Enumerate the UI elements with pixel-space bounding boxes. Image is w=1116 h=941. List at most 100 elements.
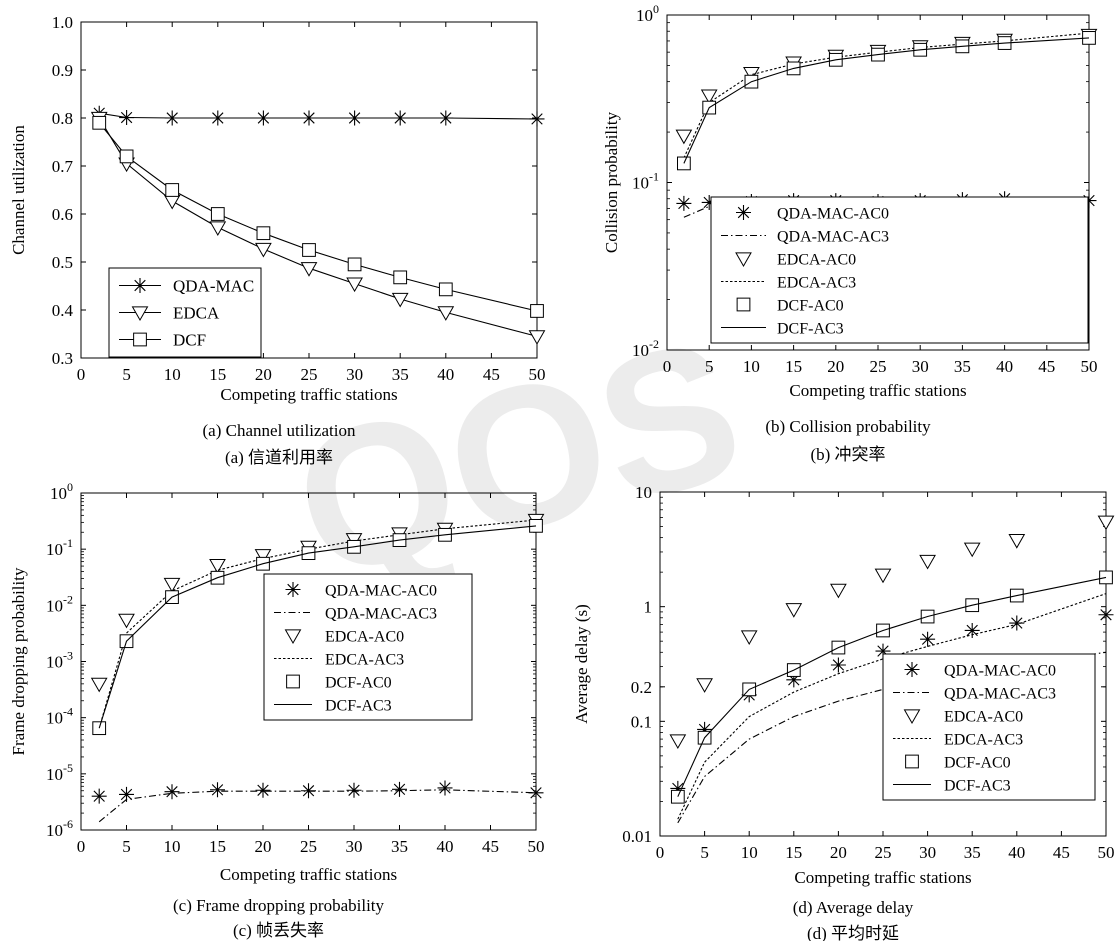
chart-a-series-edca-point: [437, 306, 455, 321]
chart-d-series-dcf-ac3: [677, 576, 1107, 797]
chart-d-x-tick-label: 5: [700, 843, 709, 862]
chart-b-x-tick-label: 35: [954, 357, 971, 376]
chart-a-series-edca-point: [255, 242, 272, 258]
chart-c-legend-entry: EDCA-AC3: [325, 652, 404, 669]
chart-a-series-dcf-point: [393, 270, 408, 285]
chart-a-x-tick-label: 0: [77, 365, 86, 384]
chart-d-series-edca-ac0-point: [1097, 515, 1115, 531]
chart-c-x-axis-label: Competing traffic stations: [220, 865, 397, 884]
chart-d-series-qda-mac-ac0-point: [964, 622, 980, 638]
chart-a-legend-swatch-marker: [131, 306, 149, 322]
chart-b-legend-entry: EDCA-AC3: [777, 275, 856, 292]
chart-d-legend-entry: DCF-AC0: [944, 755, 1011, 772]
chart-a-series-edca-point: [300, 262, 318, 277]
chart-a-x-tick-label: 40: [437, 365, 454, 384]
chart-b-legend-entry: DCF-AC3: [777, 321, 844, 338]
chart-a-series-edca-point: [346, 277, 363, 293]
chart-c-legend-entry: QDA-MAC-AC0: [325, 583, 437, 600]
chart-b-y-tick-label: 10-2: [632, 337, 659, 360]
chart-a-series-dcf-point: [347, 257, 362, 272]
chart-a-legend-entry: EDCA: [173, 304, 220, 323]
chart-a-series-dcf-point: [210, 207, 225, 221]
chart-d-x-tick-label: 15: [785, 843, 802, 862]
chart-d-legend-entry: EDCA-AC3: [944, 732, 1023, 749]
chart-c-legend-entry: DCF-AC0: [325, 675, 392, 692]
chart-b-caption-cn: (b) 冲突率: [810, 445, 885, 464]
chart-a-legend-entry: DCF: [173, 331, 206, 350]
chart-c-x-tick-label: 20: [255, 837, 272, 856]
chart-c-series-edca-ac0-point: [90, 677, 108, 693]
chart-a-series-qda-mac-point: [392, 110, 408, 126]
chart-d-y-tick-label: 0.01: [622, 827, 652, 846]
chart-c-x-tick-label: 10: [164, 837, 181, 856]
chart-b-x-tick-label: 0: [663, 357, 672, 376]
chart-a-x-tick-label: 15: [209, 365, 226, 384]
chart-d-series-qda-mac-ac0-point: [1098, 607, 1114, 623]
chart-d-series-edca-ac0: [669, 515, 1115, 750]
chart-b-legend-swatch-marker: [736, 205, 751, 220]
chart-c-series-qda-mac-ac0-point: [437, 780, 453, 796]
chart-d-y-axis-label: Average delay (s): [572, 604, 591, 724]
chart-a-x-tick-label: 25: [301, 365, 318, 384]
chart-b-x-tick-label: 15: [785, 357, 802, 376]
chart-c-series-qda-mac-ac0-point: [119, 786, 134, 802]
chart-c-series-dcf-ac0-point: [529, 518, 543, 533]
chart-c-series-qda-mac-ac3: [98, 789, 537, 823]
chart-a-caption: (a) Channel utilization: [203, 421, 356, 440]
chart-a-series-dcf-point: [165, 183, 180, 197]
chart-c-series-edca-ac0-point: [254, 549, 272, 564]
chart-d-series-dcf-ac0-point: [670, 789, 685, 804]
chart-b-legend-entry: QDA-MAC-AC0: [777, 206, 889, 223]
chart-d-series-edca-ac3: [677, 593, 1107, 820]
chart-a-series-edca-point: [163, 194, 181, 210]
chart-c-x-tick-label: 15: [209, 837, 226, 856]
chart-a-x-tick-label: 30: [346, 365, 363, 384]
chart-c-y-tick-label: 10-5: [46, 761, 73, 784]
chart-d-x-tick-label: 20: [830, 843, 847, 862]
chart-c-series-qda-mac-ac3-line: [98, 789, 537, 823]
chart-b-y-axis-label: Collision probability: [602, 111, 621, 253]
chart-d-series-edca-ac0-point: [785, 603, 803, 618]
chart-b-series-dcf-ac0-point: [677, 156, 691, 171]
chart-d-series-qda-mac-ac0-point: [670, 780, 686, 796]
chart-c-legend-swatch-marker: [285, 582, 301, 597]
chart-d-series-edca-ac0-point: [919, 554, 936, 570]
chart-a-caption-cn: (a) 信道利用率: [225, 448, 333, 467]
chart-c-series-qda-mac-ac0-point: [164, 784, 180, 800]
chart-a-x-tick-label: 10: [164, 365, 181, 384]
chart-c-series-dcf-ac3: [98, 525, 537, 729]
chart-b-series-edca-ac3: [683, 32, 1090, 159]
chart-d-series-edca-ac3-line: [677, 593, 1107, 820]
chart-a-x-tick-label: 35: [392, 365, 409, 384]
chart-a-series-qda-mac-line: [99, 112, 538, 120]
chart-d-series-edca-ac0-point: [669, 734, 687, 750]
chart-b-x-tick-label: 30: [912, 357, 929, 376]
chart-b-series-dcf-ac3-line: [683, 37, 1090, 164]
chart-d-series-dcf-ac0: [670, 570, 1113, 804]
chart-b-legend-swatch-marker: [735, 252, 752, 268]
chart-c-legend-swatch-marker: [284, 629, 302, 645]
chart-b-legend-entry: DCF-AC0: [777, 298, 844, 315]
chart-a-series-qda-mac-point: [347, 110, 363, 126]
chart-c-series-qda-mac-ac0: [91, 780, 544, 804]
chart-c-legend-entry: QDA-MAC-AC3: [325, 606, 437, 623]
chart-d-legend-swatch-marker: [904, 662, 920, 677]
chart-d-series-edca-ac0-point: [696, 678, 713, 693]
chart-c-x-tick-label: 40: [437, 837, 454, 856]
chart-b-x-tick-label: 10: [743, 357, 760, 376]
chart-d-series-edca-ac0-point: [830, 583, 847, 599]
chart-d-series-qda-mac-ac0-point: [697, 721, 713, 737]
chart-d-x-axis-label: Competing traffic stations: [794, 868, 971, 887]
chart-b-x-tick-label: 40: [996, 357, 1013, 376]
chart-b-series-dcf-ac3: [683, 37, 1090, 164]
chart-a-series-dcf-point: [530, 304, 544, 318]
chart-c-x-tick-label: 25: [300, 837, 317, 856]
chart-b-x-tick-label: 20: [827, 357, 844, 376]
chart-b-x-axis-label: Competing traffic stations: [789, 381, 966, 400]
chart-c-x-tick-label: 5: [122, 837, 131, 856]
chart-d-caption: (d) Average delay: [793, 898, 914, 917]
chart-a-series-qda-mac-point: [210, 110, 226, 126]
chart-c-series-qda-mac-ac0-point: [346, 782, 362, 798]
chart-a-legend-swatch-marker: [133, 332, 147, 347]
chart-b-caption: (b) Collision probability: [765, 417, 931, 436]
